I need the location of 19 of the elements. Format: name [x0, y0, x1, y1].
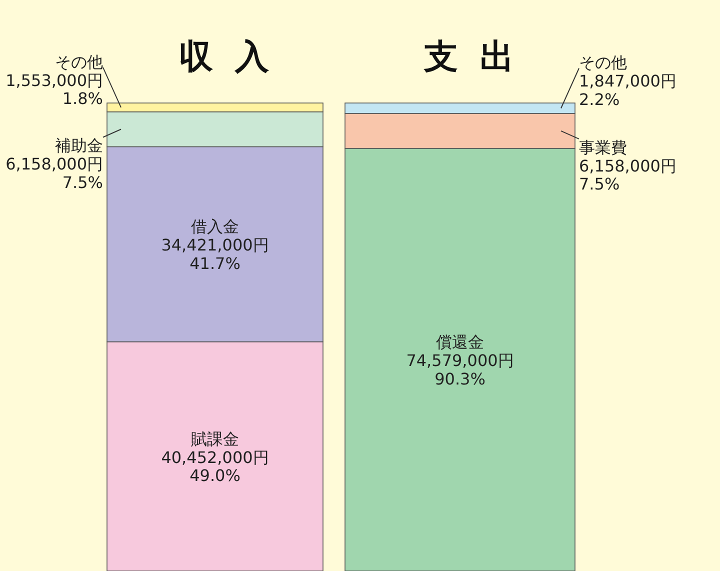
series-label: 償還金: [436, 332, 484, 352]
series-label: 補助金: [55, 136, 103, 156]
series-label: その他: [579, 53, 627, 72]
data-label: 34,421,000円 41.7%: [161, 236, 269, 274]
償還金: 償還金 74,579,000円 90.3%: [344, 148, 576, 571]
series-label: 賦課金: [191, 429, 239, 448]
x-tick-label: 支出: [423, 37, 536, 77]
data-label: 6,158,000円 7.5%: [6, 154, 103, 192]
series-label: その他: [55, 52, 103, 72]
data-label: 1,847,000円 2.2%: [579, 72, 676, 110]
data-label: 40,452,000円 49.0%: [161, 448, 269, 486]
data-label: 74,579,000円 90.3%: [406, 351, 514, 388]
賦課金: 賦課金 40,452,000円 49.0%: [106, 341, 324, 571]
data-label: 6,158,000円 7.5%: [579, 156, 676, 194]
series-label: 事業費: [579, 138, 627, 157]
x-tick-label: 収入: [179, 37, 291, 77]
series-label: 借入金: [191, 217, 239, 236]
data-label: 1,553,000円 1.8%: [6, 70, 103, 108]
借入金: 借入金 34,421,000円 41.7%: [106, 146, 324, 342]
